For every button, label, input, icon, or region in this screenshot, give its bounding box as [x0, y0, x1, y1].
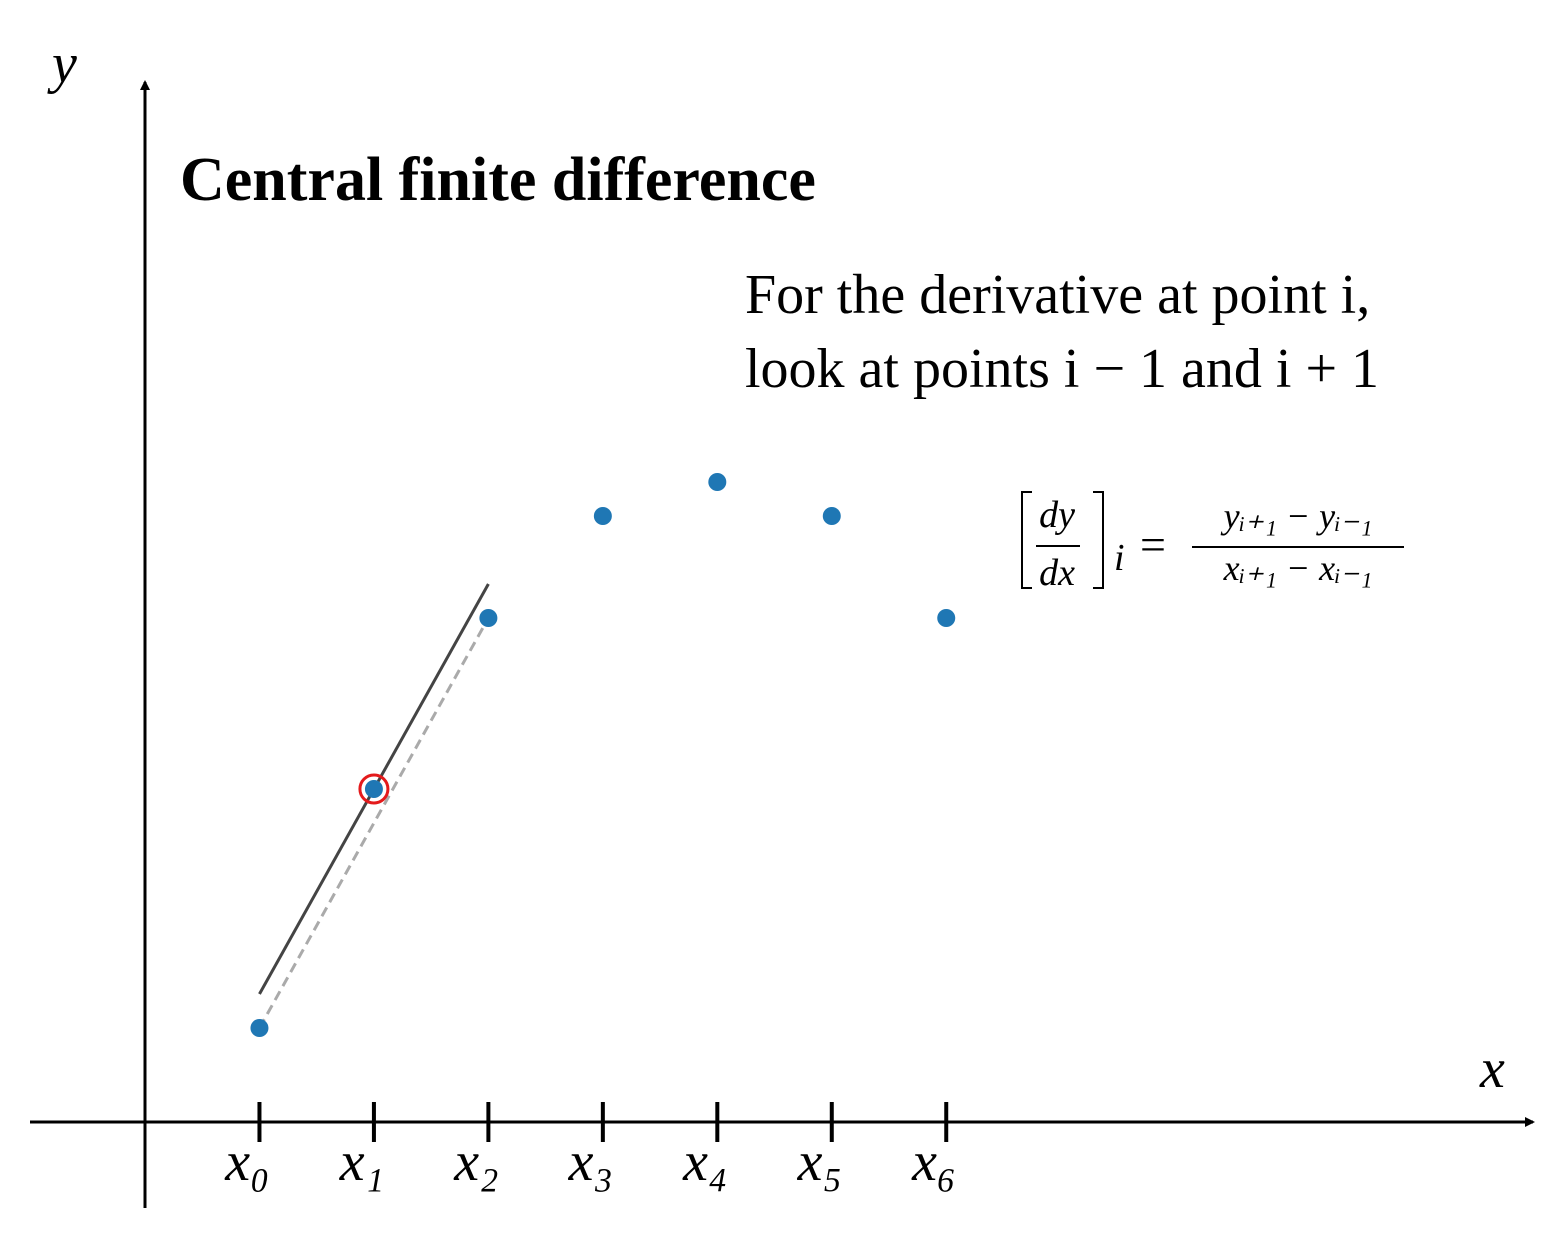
point [708, 473, 727, 491]
x-tick-label: x₃ [568, 1131, 613, 1193]
point [822, 507, 841, 525]
x-axis-label: x [1479, 1038, 1505, 1100]
formula-eq: = [1140, 519, 1166, 570]
point [364, 780, 383, 798]
formula-num: dy [1039, 494, 1075, 536]
formula-rhs-den: xᵢ₊₁ − xᵢ₋₁ [1223, 548, 1373, 588]
formula: dy dx i = yᵢ₊₁ − yᵢ₋₁ xᵢ₊₁ − xᵢ₋₁ [1021, 491, 1404, 594]
x-tick-label: x₂ [453, 1131, 498, 1193]
formula-sub: i [1114, 537, 1125, 579]
formula-den: dx [1039, 552, 1075, 594]
secant-line [258, 617, 490, 1029]
formula-rhs-num: yᵢ₊₁ − yᵢ₋₁ [1221, 496, 1373, 536]
highlight-ring [358, 773, 390, 805]
chart-title: Central finite difference [180, 146, 816, 214]
x-tick-label: x₆ [911, 1131, 956, 1193]
point [479, 609, 498, 627]
annotation: For the derivative at point i, [745, 264, 1370, 326]
annotation: look at points i − 1 and i + 1 [745, 338, 1379, 400]
x-tick-label: x₄ [682, 1131, 727, 1193]
point [593, 507, 612, 525]
y-axis-label: y [47, 33, 77, 95]
point [937, 609, 956, 627]
x-tick-label: x₀ [224, 1131, 269, 1193]
point [250, 1019, 269, 1037]
x-tick-label: x₅ [797, 1131, 842, 1193]
x-tick-label: x₁ [339, 1131, 384, 1193]
